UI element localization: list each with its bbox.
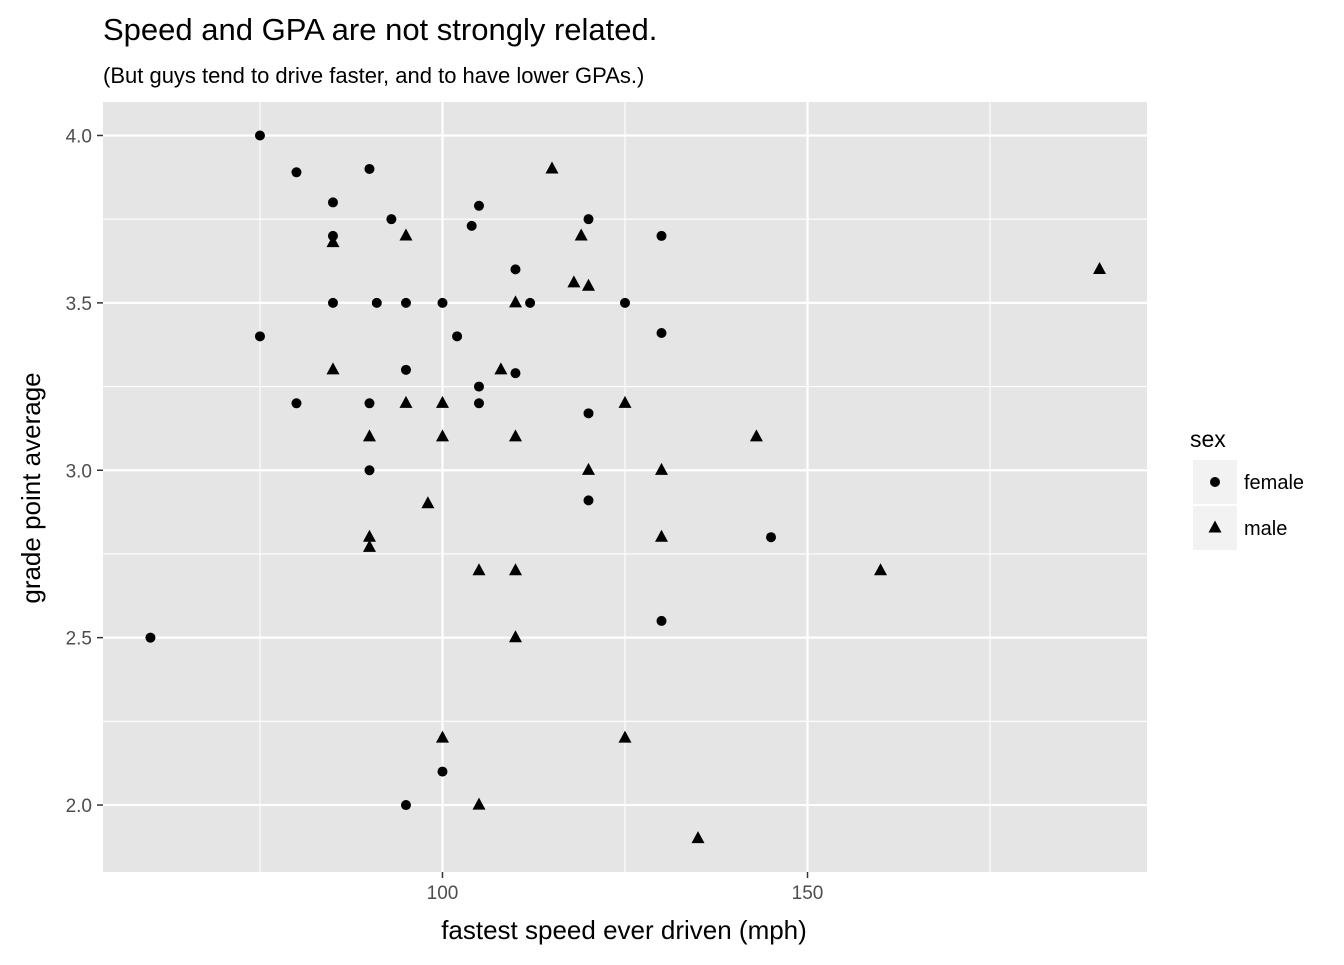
point-female	[327, 297, 338, 308]
point-female	[473, 398, 484, 409]
point-male	[362, 429, 376, 442]
chart-subtitle: (But guys tend to drive faster, and to h…	[103, 63, 644, 88]
legend-symbol-male	[1208, 520, 1222, 533]
legend: sex female male	[1190, 426, 1304, 550]
point-female	[473, 381, 484, 392]
point-female	[437, 297, 448, 308]
point-female	[386, 214, 397, 225]
point-female	[291, 398, 302, 409]
point-female	[400, 297, 411, 308]
point-male	[362, 529, 376, 542]
point-male	[435, 429, 449, 442]
x-tick-label: 150	[792, 883, 824, 904]
x-axis-label: fastest speed ever driven (mph)	[441, 915, 807, 945]
point-female	[583, 408, 594, 419]
point-female	[364, 163, 375, 174]
grid-lines	[103, 102, 1147, 872]
series-female	[145, 130, 777, 811]
point-male	[618, 730, 632, 743]
point-male	[472, 797, 486, 810]
point-male	[581, 278, 595, 291]
point-male	[574, 228, 588, 241]
point-male	[655, 462, 669, 475]
point-male	[567, 275, 581, 288]
point-female	[620, 297, 630, 308]
point-male	[545, 161, 559, 174]
point-female	[656, 230, 667, 241]
y-tick-label: 3.5	[66, 294, 92, 315]
point-male	[421, 496, 435, 509]
y-tick-label: 2.0	[66, 796, 92, 817]
point-male	[618, 395, 632, 408]
point-female	[466, 220, 477, 231]
point-female	[327, 197, 338, 208]
legend-label-female: female	[1244, 472, 1304, 494]
y-tick-label: 3.0	[66, 461, 92, 482]
point-female	[291, 167, 302, 178]
point-male	[655, 529, 669, 542]
point-male	[399, 395, 413, 408]
point-female	[510, 264, 521, 275]
point-male	[508, 429, 522, 442]
point-male	[326, 235, 340, 248]
legend-symbol-female	[1210, 477, 1220, 487]
point-female	[510, 368, 521, 379]
data-points	[145, 130, 1107, 844]
point-female	[656, 328, 667, 338]
y-axis-label: grade point average	[16, 372, 46, 603]
point-female	[473, 200, 484, 211]
point-female	[437, 766, 448, 777]
series-male	[326, 161, 1107, 844]
point-female	[254, 331, 265, 342]
point-female	[766, 532, 777, 543]
point-female	[145, 632, 156, 643]
point-male	[399, 228, 413, 241]
point-female	[583, 495, 594, 506]
point-female	[400, 364, 411, 375]
point-male	[435, 730, 449, 743]
x-tick-label: 100	[427, 883, 459, 904]
point-female	[656, 615, 667, 626]
point-male	[435, 395, 449, 408]
legend-title: sex	[1190, 426, 1226, 452]
point-male	[494, 362, 508, 375]
point-male	[508, 630, 522, 643]
point-male	[508, 563, 522, 576]
point-female	[371, 297, 382, 308]
point-female	[400, 800, 411, 811]
point-male	[581, 462, 595, 475]
y-tick-label: 4.0	[66, 126, 92, 147]
point-female	[525, 297, 536, 308]
legend-label-male: male	[1244, 518, 1287, 540]
point-male	[362, 539, 376, 552]
point-male	[508, 295, 522, 308]
point-female	[364, 465, 375, 476]
point-male	[874, 563, 888, 576]
point-female	[452, 331, 463, 342]
chart-title: Speed and GPA are not strongly related.	[103, 12, 657, 47]
point-male	[691, 831, 705, 844]
y-tick-label: 2.5	[66, 629, 92, 650]
point-male	[326, 362, 340, 375]
point-female	[583, 214, 594, 225]
point-male	[749, 429, 763, 442]
axes: 2.0 2.5 3.0 3.5 4.0 100 150	[66, 126, 824, 904]
point-female	[364, 398, 375, 409]
point-male	[472, 563, 486, 576]
point-male	[1093, 261, 1107, 274]
point-female	[254, 130, 265, 141]
